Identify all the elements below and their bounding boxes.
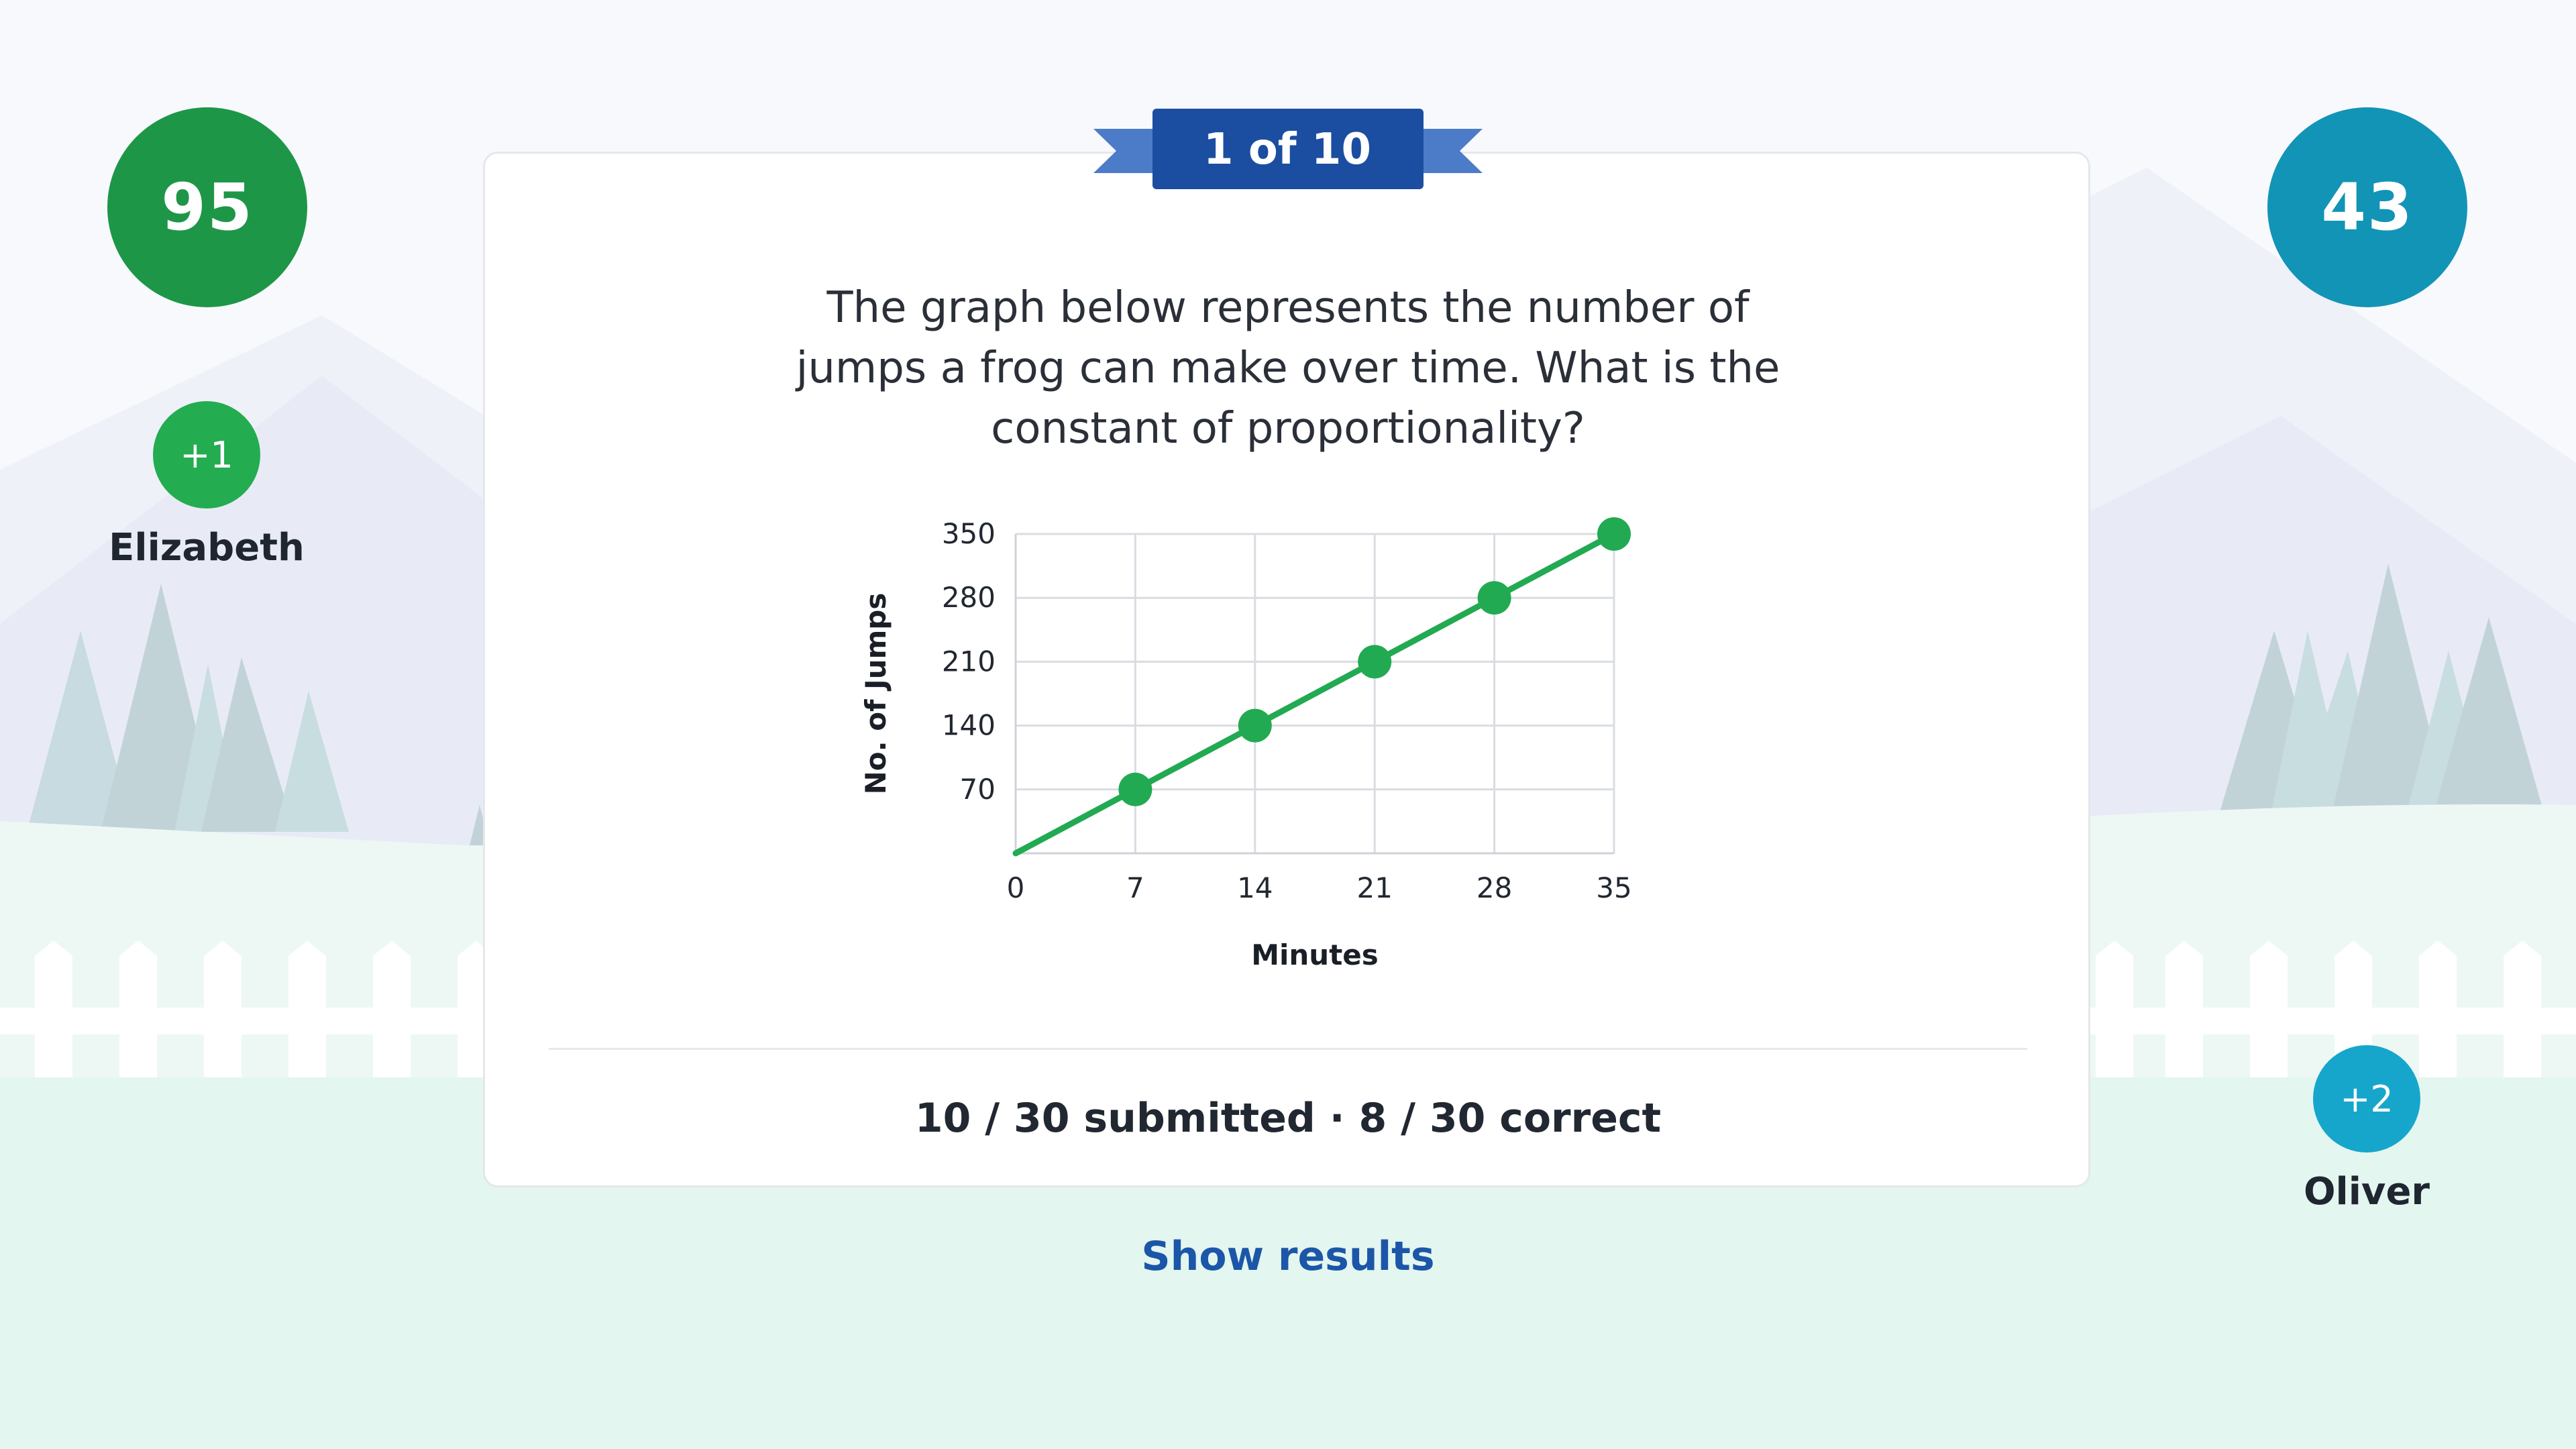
series-line — [1012, 531, 1617, 857]
x-tick-label: 28 — [1477, 871, 1512, 904]
y-tick-label: 210 — [942, 645, 996, 678]
data-point — [1477, 581, 1511, 615]
x-tick-label: 7 — [1126, 871, 1144, 904]
y-axis-title: No. of Jumps — [859, 593, 892, 795]
x-tick-label: 35 — [1596, 871, 1631, 904]
x-tick-label: 21 — [1356, 871, 1392, 904]
x-tick-labels: 0 7 14 21 28 35 — [1007, 871, 1632, 904]
show-results-link[interactable]: Show results — [1141, 1233, 1435, 1280]
x-tick-label: 0 — [1007, 871, 1025, 904]
question-text: The graph below represents the number of… — [796, 283, 1780, 453]
question-counter-ribbon — [1093, 109, 1483, 189]
right-player-score: 43 — [2267, 107, 2467, 307]
right-player-points-gained: +2 — [2313, 1045, 2420, 1152]
x-axis-title: Minutes — [1251, 938, 1379, 971]
card-divider — [549, 1048, 2027, 1050]
data-point — [1358, 645, 1392, 679]
y-tick-label: 280 — [942, 581, 996, 614]
line-chart: 0 7 14 21 28 35 70 140 210 280 350 Minutes No. of… — [859, 517, 1632, 971]
left-player-name: Elizabeth — [109, 526, 305, 570]
chart-series — [1012, 517, 1631, 857]
right-player-name: Oliver — [2303, 1170, 2430, 1214]
chart-grid — [1014, 533, 1615, 853]
y-tick-labels: 70 140 210 280 350 — [942, 517, 996, 806]
left-player-score: 95 — [107, 107, 307, 307]
question-card — [483, 152, 2090, 1187]
y-tick-label: 350 — [942, 517, 996, 550]
question-counter: 1 of 10 — [1203, 125, 1371, 174]
data-point — [1597, 517, 1631, 551]
y-tick-label: 140 — [942, 709, 996, 742]
chart-axes — [1014, 534, 1614, 855]
submission-stats: 10 / 30 submitted · 8 / 30 correct — [914, 1095, 1662, 1142]
y-tick-label: 70 — [960, 773, 996, 806]
x-tick-label: 14 — [1237, 871, 1273, 904]
left-player-points-gained: +1 — [153, 401, 260, 508]
data-point — [1118, 772, 1152, 806]
data-point — [1238, 708, 1272, 743]
